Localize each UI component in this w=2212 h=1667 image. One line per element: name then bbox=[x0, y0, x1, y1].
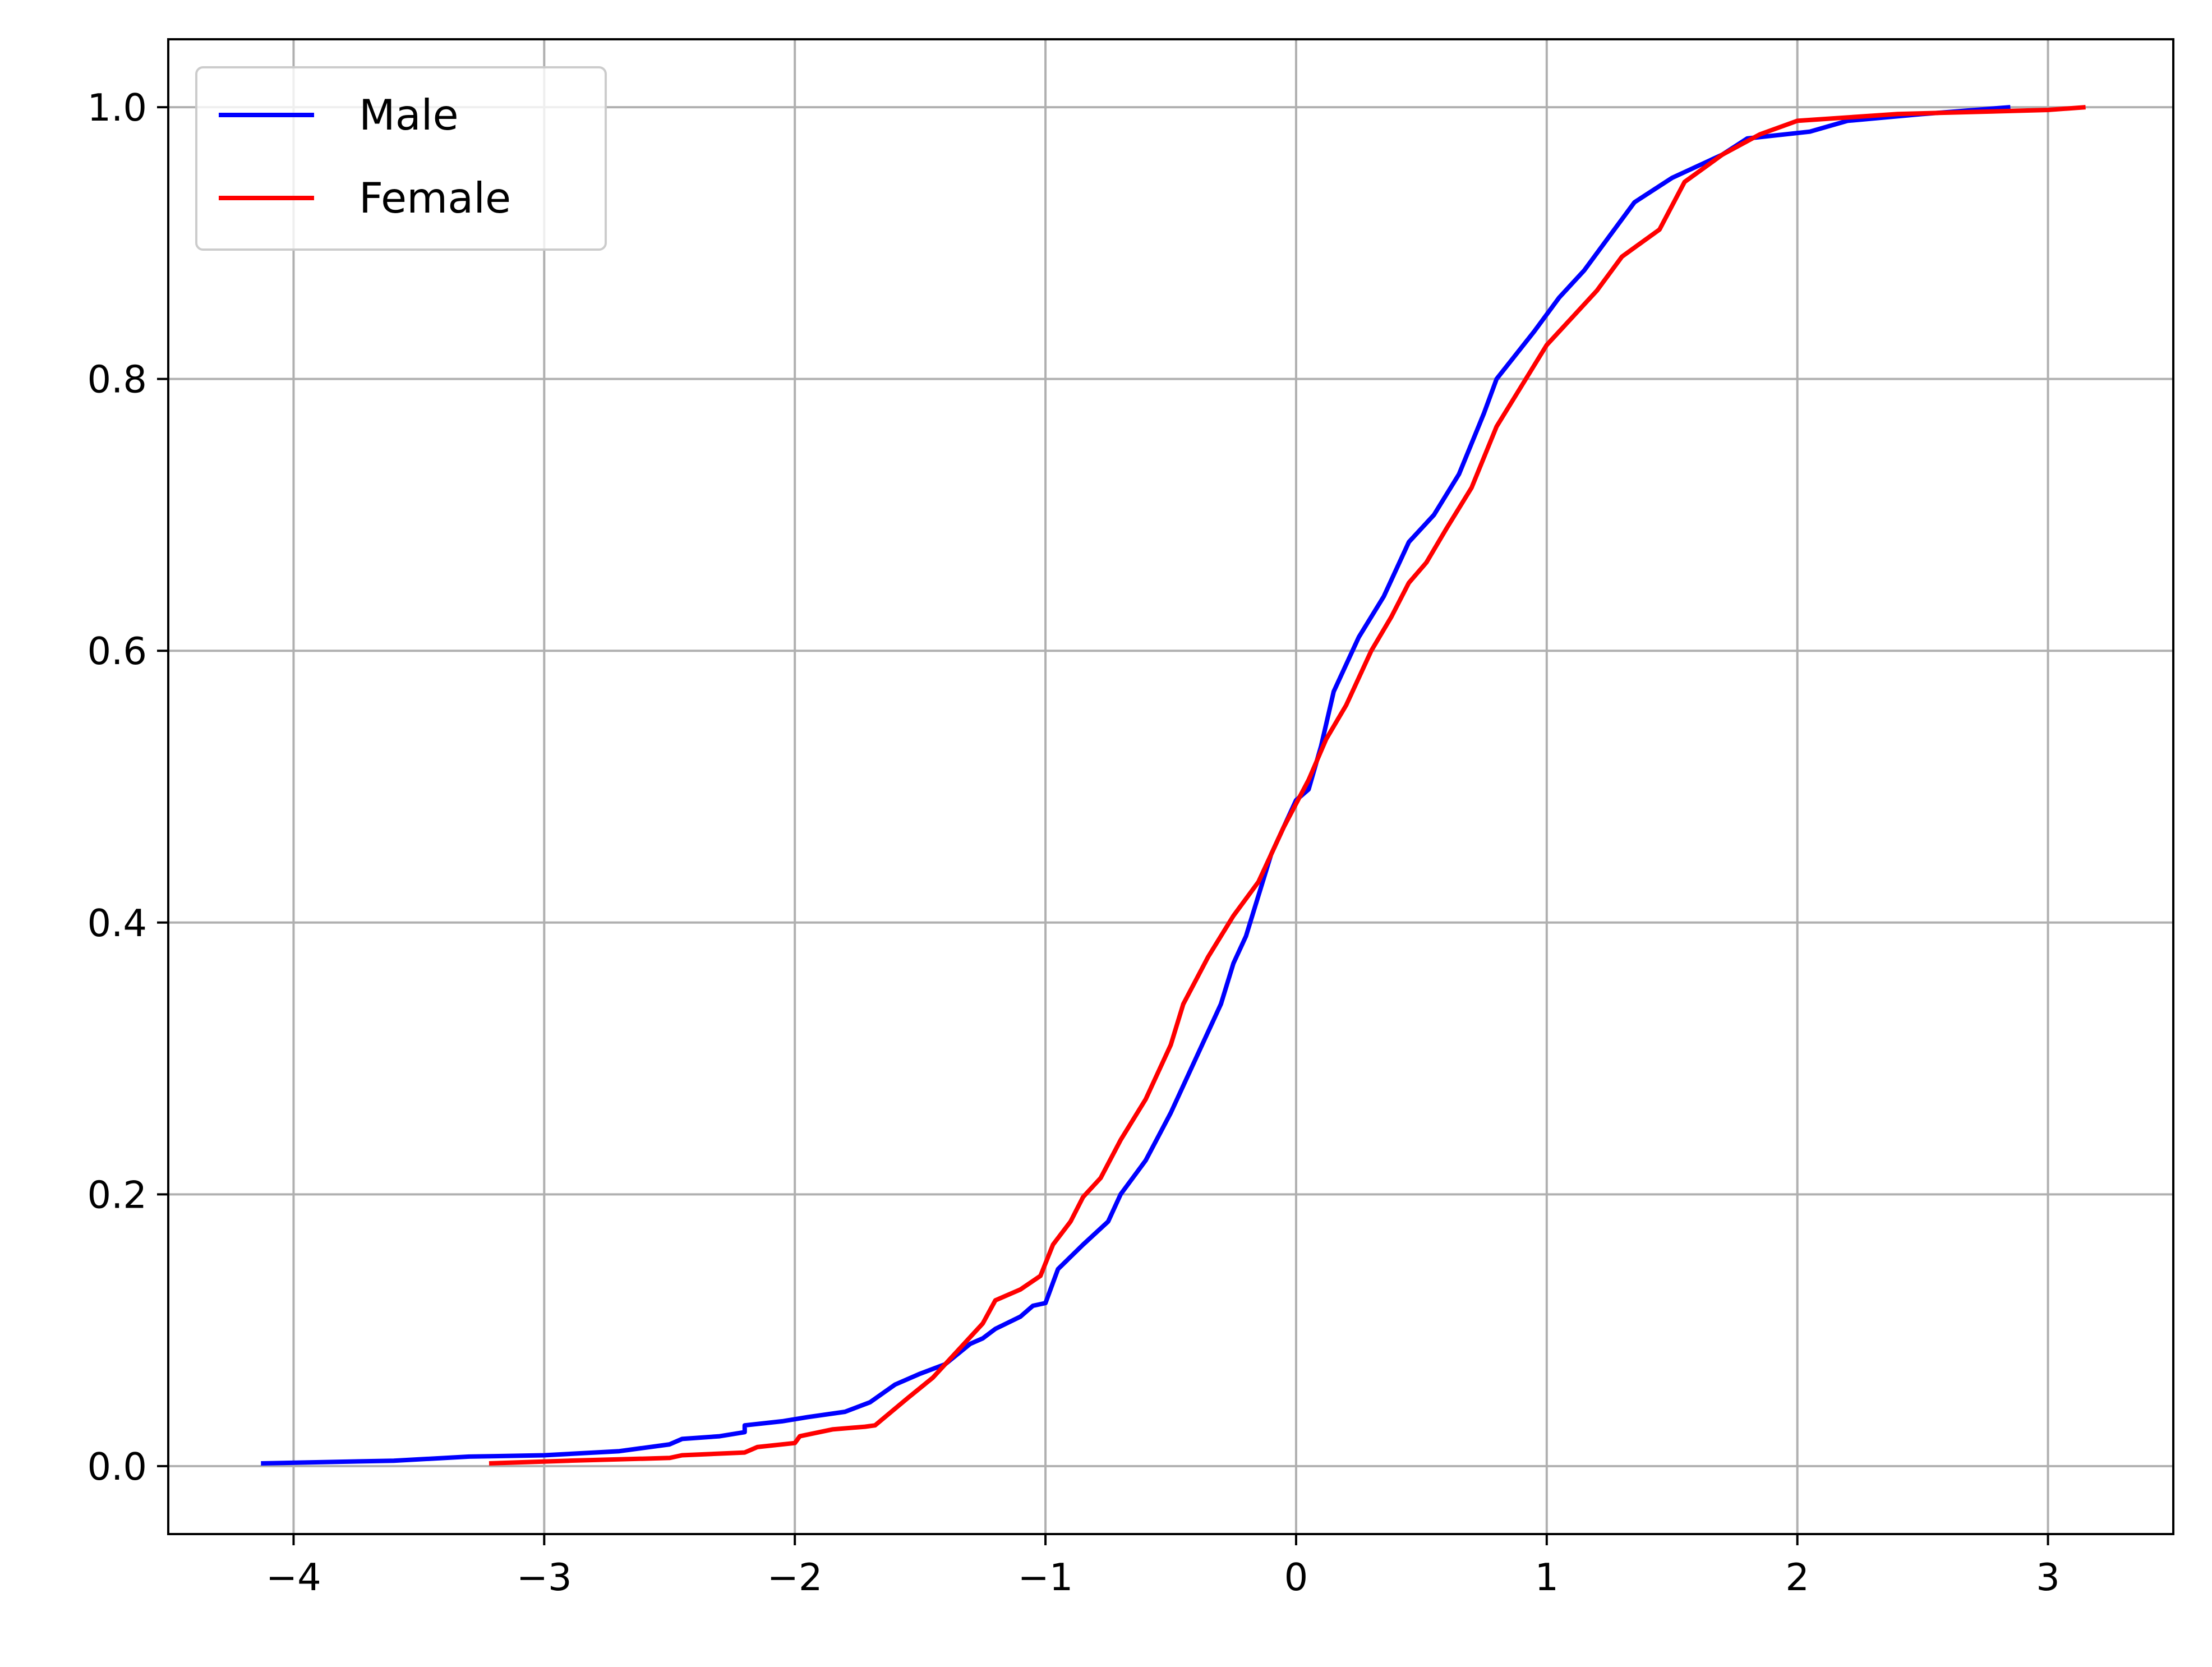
x-tick-label: 3 bbox=[2036, 1555, 2060, 1599]
x-tick-label: 1 bbox=[1534, 1555, 1559, 1599]
x-tick-label: −1 bbox=[1018, 1555, 1073, 1599]
y-tick-label: 0.0 bbox=[87, 1445, 147, 1489]
series-lines bbox=[261, 105, 2086, 1466]
y-tick-label: 0.6 bbox=[87, 629, 147, 673]
y-tick-label: 0.2 bbox=[87, 1173, 147, 1217]
series-line-female bbox=[489, 105, 2086, 1466]
legend-label-female: Female bbox=[359, 173, 511, 223]
legend: Male Female bbox=[195, 66, 607, 251]
x-tick-label: −4 bbox=[266, 1555, 321, 1599]
y-axis-ticks: 0.0 0.2 0.4 0.6 0.8 1.0 bbox=[87, 86, 168, 1489]
plot-area-frame bbox=[167, 38, 2174, 1535]
y-tick-label: 0.4 bbox=[87, 901, 147, 945]
legend-label-male: Male bbox=[359, 90, 459, 140]
x-tick-label: −2 bbox=[767, 1555, 823, 1599]
x-tick-label: −3 bbox=[517, 1555, 572, 1599]
y-tick-label: 0.8 bbox=[87, 358, 147, 402]
x-tick-label: 0 bbox=[1284, 1555, 1308, 1599]
x-axis-ticks: −4 −3 −2 −1 0 1 2 3 bbox=[266, 1534, 2060, 1599]
series-line-male bbox=[261, 105, 2011, 1466]
y-tick-label: 1.0 bbox=[87, 86, 147, 130]
x-tick-label: 2 bbox=[1785, 1555, 1809, 1599]
grid bbox=[168, 39, 2173, 1534]
